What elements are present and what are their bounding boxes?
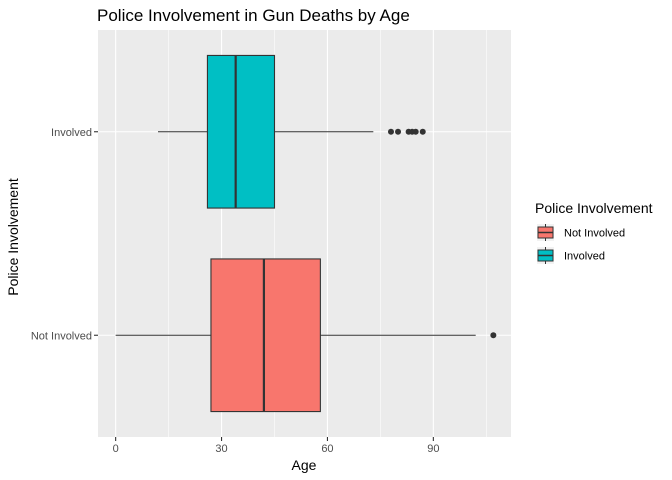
- x-axis: 0 30 60 90: [113, 437, 439, 455]
- y-axis: Not Involved Involved: [31, 127, 98, 342]
- legend-title: Police Involvement: [535, 200, 653, 216]
- outlier-point: [387, 128, 394, 135]
- x-axis-title: Age: [292, 457, 317, 473]
- box-involved: [158, 54, 426, 209]
- outlier-point: [419, 128, 426, 135]
- legend: Police Involvement Not Involved Involved: [535, 200, 653, 264]
- x-tick-label: 30: [215, 443, 227, 455]
- outlier-point: [412, 128, 419, 135]
- x-tick-label: 90: [427, 443, 439, 455]
- legend-label: Involved: [564, 251, 605, 263]
- outlier-point: [395, 128, 402, 135]
- outlier-point: [490, 332, 497, 339]
- legend-key-involved: [537, 247, 554, 264]
- y-tick-label: Not Involved: [31, 330, 92, 342]
- x-tick-label: 0: [113, 443, 119, 455]
- y-axis-title: Police Involvement: [5, 178, 21, 296]
- chart-title: Police Involvement in Gun Deaths by Age: [97, 6, 410, 25]
- legend-label: Not Involved: [564, 228, 625, 240]
- box-iqr: [206, 54, 276, 209]
- y-tick-label: Involved: [51, 127, 92, 139]
- box-iqr: [210, 258, 321, 413]
- legend-key-not-involved: [537, 224, 554, 241]
- boxes-layer: [115, 54, 497, 413]
- box-not-involved: [115, 258, 497, 413]
- x-tick-label: 60: [321, 443, 333, 455]
